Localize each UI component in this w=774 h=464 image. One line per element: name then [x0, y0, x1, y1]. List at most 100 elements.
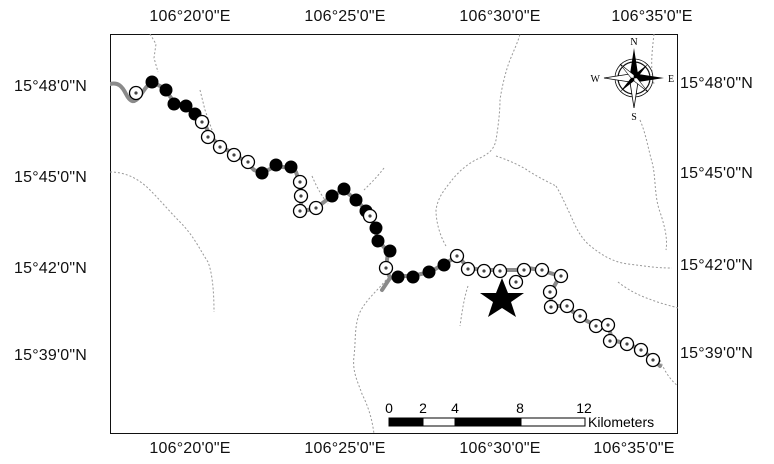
scale-segment	[422, 417, 456, 427]
open-circle-center-dot	[455, 254, 459, 258]
filled-circle-marker	[422, 265, 436, 279]
longitude-label-bottom-1: 106°20'0"E	[149, 440, 231, 457]
boundary-line	[495, 155, 557, 187]
latitude-label-left-2: 15°45'0"N	[14, 169, 87, 186]
compass-label-west: W	[591, 74, 601, 85]
river-route	[110, 80, 662, 368]
open-circle-center-dot	[299, 194, 303, 198]
open-circle-center-dot	[134, 91, 138, 95]
filled-circle-marker	[383, 244, 397, 258]
filled-circle-marker	[167, 97, 181, 111]
scale-tick-label: 12	[576, 400, 592, 416]
open-circle-center-dot	[498, 269, 502, 273]
scale-segment	[388, 417, 424, 427]
compass-needle-nw	[619, 63, 635, 79]
filled-circle-marker	[437, 258, 451, 272]
boundary-line	[651, 34, 655, 85]
scale-tick-label: 2	[419, 400, 427, 416]
filled-circle-marker	[179, 99, 193, 113]
filled-circle-marker	[391, 270, 405, 284]
open-circle-center-dot	[548, 290, 552, 294]
open-circle-group	[128, 85, 661, 368]
open-circle-center-dot	[368, 214, 372, 218]
map-frame	[110, 34, 678, 434]
open-circle-center-dot	[522, 268, 526, 272]
compass-label-north: N	[630, 37, 637, 48]
open-circle-center-dot	[298, 209, 302, 213]
boundary-line	[199, 89, 213, 131]
star-marker	[480, 278, 524, 317]
longitude-label-bottom-2: 106°25'0"E	[304, 440, 386, 457]
open-circle-center-dot	[514, 280, 518, 284]
scale-tick-label: 0	[385, 400, 393, 416]
boundary-line	[149, 34, 159, 73]
boundary-lines	[110, 34, 678, 434]
longitude-label-top-4: 106°35'0"E	[611, 8, 693, 25]
filled-circle-marker	[337, 182, 351, 196]
compass-label-south: S	[631, 112, 637, 123]
longitude-label-top-1: 106°20'0"E	[149, 8, 231, 25]
compass-needle-north	[630, 48, 638, 78]
compass-label-east: E	[668, 74, 674, 85]
compass-needle-sw	[620, 78, 634, 92]
open-circle-center-dot	[200, 120, 204, 124]
open-circle-center-dot	[639, 348, 643, 352]
scale-segment	[520, 417, 586, 427]
longitude-label-top-2: 106°25'0"E	[304, 8, 386, 25]
open-circle-center-dot	[206, 135, 210, 139]
open-circle-dots	[134, 91, 655, 362]
boundary-line	[110, 171, 215, 313]
open-circle-center-dot	[246, 160, 250, 164]
longitude-label-bottom-3: 106°30'0"E	[459, 440, 541, 457]
filled-circle-marker	[284, 160, 298, 174]
filled-circle-marker	[159, 83, 173, 97]
filled-circle-marker	[145, 75, 159, 89]
open-circle-center-dot	[608, 339, 612, 343]
open-circle-center-dot	[651, 358, 655, 362]
latitude-label-right-1: 15°48'0"N	[680, 75, 753, 92]
latitude-label-left-3: 15°42'0"N	[14, 260, 87, 277]
scale-bar: 0 2 4 8 12 Kilometers	[385, 400, 654, 430]
open-circle-center-dot	[482, 269, 486, 273]
compass-needle-ne	[634, 64, 648, 78]
map-canvas: N S E W 0 2 4 8 12 Kilometers	[110, 34, 678, 434]
compass-rose: N S E W	[591, 37, 675, 123]
filled-circle-marker	[369, 221, 383, 235]
boundary-line	[363, 167, 385, 191]
filled-circle-marker	[269, 158, 283, 172]
boundary-line	[435, 34, 521, 247]
filled-circle-marker	[255, 166, 269, 180]
boundary-line	[459, 285, 469, 327]
open-circle-center-dot	[625, 342, 629, 346]
open-circle-center-dot	[384, 266, 388, 270]
latitude-label-left-4: 15°39'0"N	[14, 347, 87, 364]
filled-circle-marker	[406, 270, 420, 284]
boundary-line	[555, 185, 673, 269]
boundary-line	[353, 279, 387, 434]
compass-needle-east	[634, 74, 664, 82]
longitude-label-top-3: 106°30'0"E	[459, 8, 541, 25]
latitude-label-right-2: 15°45'0"N	[680, 165, 753, 182]
boundary-line	[617, 281, 678, 309]
scale-segment	[454, 417, 522, 427]
open-circle-center-dot	[314, 206, 318, 210]
open-circle-center-dot	[466, 267, 470, 271]
open-circle-center-dot	[232, 153, 236, 157]
scale-tick-label: 4	[451, 400, 459, 416]
longitude-label-bottom-4: 106°35'0"E	[593, 440, 675, 457]
latitude-label-right-4: 15°39'0"N	[680, 345, 753, 362]
open-circle-center-dot	[549, 305, 553, 309]
open-circle-center-dot	[578, 314, 582, 318]
scale-unit-label: Kilometers	[588, 414, 654, 430]
filled-circle-group	[145, 75, 451, 284]
boundary-line	[659, 359, 678, 387]
open-circle-center-dot	[594, 324, 598, 328]
boundary-line	[639, 119, 667, 251]
filled-circle-marker	[371, 234, 385, 248]
open-circle-center-dot	[540, 268, 544, 272]
latitude-label-left-1: 15°48'0"N	[14, 78, 87, 95]
filled-circle-marker	[325, 189, 339, 203]
open-circle-center-dot	[298, 180, 302, 184]
open-circle-center-dot	[565, 304, 569, 308]
filled-circle-marker	[349, 193, 363, 207]
